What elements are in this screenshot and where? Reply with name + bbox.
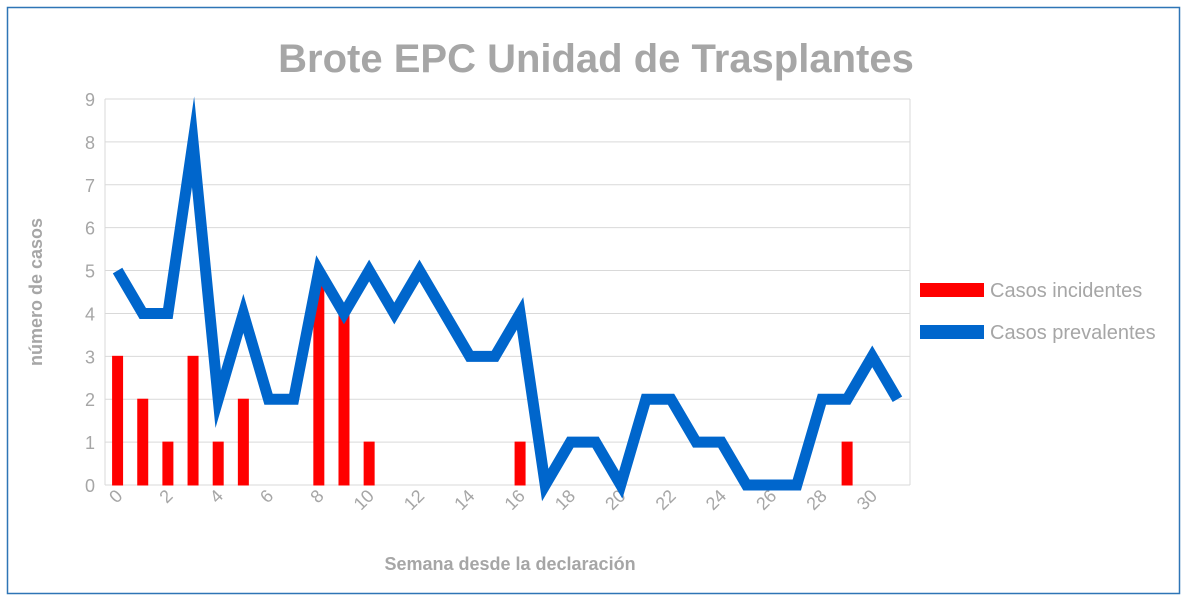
- chart-frame: [6, 6, 1181, 595]
- y-tick-label: 8: [85, 133, 95, 153]
- y-tick-label: 0: [85, 476, 95, 496]
- x-axis-title: Semana desde la declaración: [384, 554, 635, 574]
- y-axis-title: número de casos: [26, 218, 46, 366]
- bar: [187, 355, 199, 486]
- y-tick-label: 4: [85, 304, 95, 324]
- bar: [841, 441, 853, 486]
- legend-label: Casos incidentes: [990, 280, 1142, 302]
- legend-swatch: [920, 283, 984, 297]
- chart-title: Brote EPC Unidad de Trasplantes: [278, 37, 914, 81]
- bar: [363, 441, 375, 486]
- legend-swatch: [920, 325, 984, 339]
- bar: [137, 398, 149, 486]
- bar: [112, 355, 124, 486]
- y-tick-label: 5: [85, 262, 95, 282]
- bar: [212, 441, 224, 486]
- bar: [338, 312, 350, 486]
- bar: [162, 441, 174, 486]
- bar: [514, 441, 526, 486]
- line: [112, 96, 903, 502]
- bar: [237, 398, 249, 486]
- y-tick-label: 7: [85, 176, 95, 196]
- y-tick-label: 2: [85, 390, 95, 410]
- y-tick-label: 1: [85, 433, 95, 453]
- y-tick-label: 3: [85, 347, 95, 367]
- legend-label: Casos prevalentes: [990, 322, 1156, 344]
- y-tick-label: 9: [85, 90, 95, 110]
- y-tick-label: 6: [85, 219, 95, 239]
